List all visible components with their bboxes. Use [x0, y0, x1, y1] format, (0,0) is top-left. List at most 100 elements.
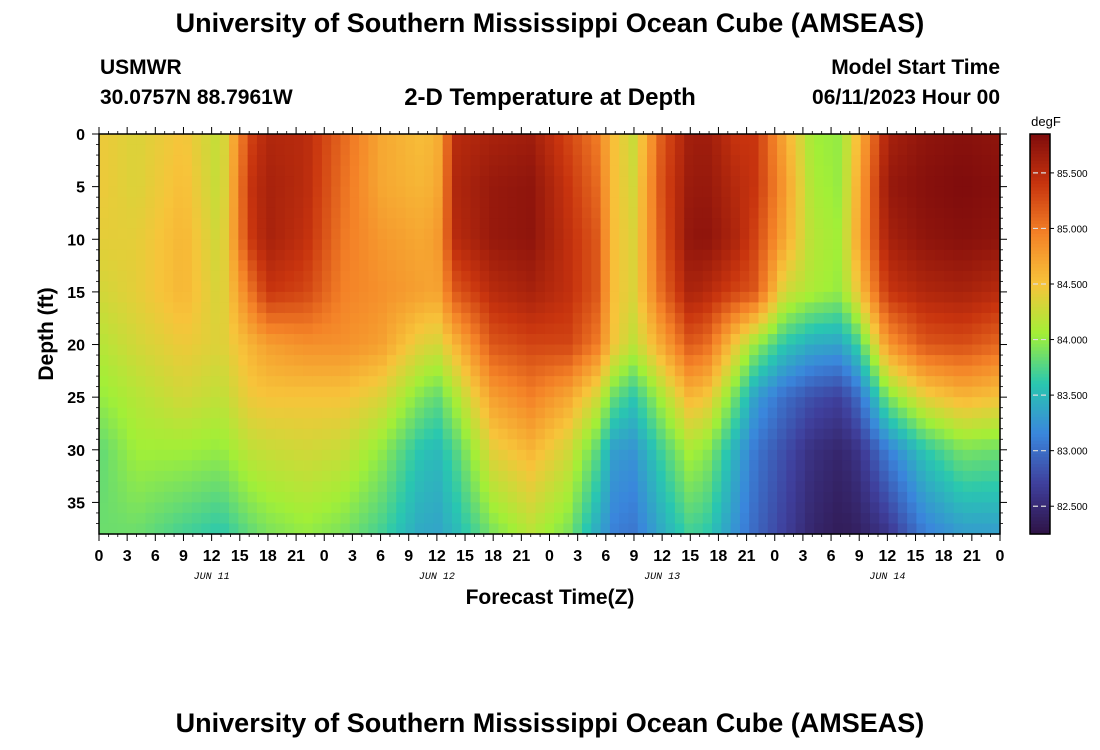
heatmap-cell — [572, 312, 583, 325]
heatmap-cell — [572, 260, 583, 272]
heatmap-cell — [684, 334, 695, 346]
heatmap-cell — [544, 228, 555, 240]
heatmap-cell — [879, 249, 890, 261]
heatmap-cell — [674, 228, 685, 240]
heatmap-cell — [702, 302, 713, 314]
heatmap-cell — [674, 291, 685, 304]
colorbar-segment — [1030, 410, 1050, 415]
heatmap-cell — [609, 260, 620, 272]
heatmap-cell — [869, 439, 880, 451]
heatmap-cell — [851, 218, 862, 230]
station-coordinates: 30.0757N 88.7961W — [100, 86, 293, 109]
heatmap-cell — [303, 512, 314, 525]
heatmap-cell — [331, 481, 342, 493]
heatmap-cell — [758, 323, 769, 335]
heatmap-cell — [674, 239, 685, 251]
x-tick-label: 0 — [320, 548, 329, 565]
heatmap-cell — [117, 523, 128, 535]
heatmap-cell — [823, 523, 834, 535]
heatmap-cell — [684, 355, 695, 367]
heatmap-cell — [665, 491, 676, 504]
heatmap-cell — [712, 491, 722, 504]
heatmap-cell — [777, 397, 787, 409]
heatmap-cell — [99, 239, 109, 251]
heatmap-cell — [972, 365, 983, 377]
heatmap-cell — [990, 134, 1001, 146]
heatmap-cell — [349, 270, 360, 282]
heatmap-cell — [860, 312, 871, 325]
heatmap-cell — [842, 365, 852, 377]
heatmap-cell — [609, 460, 620, 472]
heatmap-cell — [925, 197, 936, 209]
heatmap-cell — [312, 428, 323, 440]
heatmap-cell — [331, 260, 342, 272]
heatmap-cell — [832, 270, 843, 282]
heatmap-cell — [210, 491, 221, 504]
heatmap-cell — [99, 134, 109, 146]
heatmap-cell — [897, 249, 908, 261]
heatmap-cell — [201, 207, 212, 219]
heatmap-cell — [396, 512, 407, 525]
heatmap-cell — [433, 312, 444, 325]
heatmap-cell — [702, 460, 713, 472]
heatmap-cell — [256, 270, 267, 282]
colorbar-segment — [1030, 470, 1050, 475]
heatmap-cell — [804, 165, 815, 177]
heatmap-cell — [804, 365, 815, 377]
heatmap-cell — [832, 260, 843, 272]
heatmap-cell — [619, 334, 630, 346]
heatmap-cell — [238, 386, 249, 398]
heatmap-cell — [554, 249, 565, 261]
heatmap-cell — [507, 470, 518, 482]
heatmap-cell — [238, 439, 249, 451]
heatmap-cell — [981, 134, 992, 146]
heatmap-cell — [331, 365, 342, 377]
heatmap-cell — [582, 386, 592, 398]
heatmap-cell — [693, 165, 704, 177]
heatmap-cell — [284, 344, 295, 356]
heatmap-cell — [609, 207, 620, 219]
heatmap-cell — [907, 207, 917, 219]
heatmap-cell — [842, 502, 852, 514]
colorbar-segment — [1030, 237, 1050, 242]
heatmap-cell — [284, 207, 295, 219]
heatmap-cell — [907, 144, 917, 156]
heatmap-cell — [303, 291, 314, 304]
heatmap-cell — [126, 386, 137, 398]
heatmap-cell — [126, 460, 137, 472]
heatmap-cell — [628, 270, 639, 282]
heatmap-cell — [739, 228, 750, 240]
x-tick-label: 21 — [512, 548, 530, 565]
heatmap-cell — [916, 218, 927, 230]
heatmap-cell — [916, 165, 927, 177]
heatmap-cell — [414, 207, 425, 219]
heatmap-cell — [758, 376, 769, 388]
heatmap-cell — [944, 302, 955, 314]
heatmap-cell — [842, 355, 852, 367]
heatmap-cell — [386, 355, 397, 367]
heatmap-cell — [201, 281, 212, 293]
heatmap-cell — [284, 449, 295, 461]
heatmap-cell — [303, 491, 314, 504]
heatmap-cell — [368, 197, 379, 209]
heatmap-cell — [897, 134, 908, 146]
heatmap-cell — [600, 355, 611, 367]
heatmap-cell — [879, 228, 890, 240]
heatmap-cell — [944, 481, 955, 493]
heatmap-cell — [981, 502, 992, 514]
heatmap-cell — [117, 144, 128, 156]
heatmap-cell — [516, 523, 527, 535]
heatmap-cell — [981, 291, 992, 304]
heatmap-cell — [284, 376, 295, 388]
heatmap-cell — [256, 302, 267, 314]
heatmap-cell — [609, 386, 620, 398]
heatmap-cell — [117, 460, 128, 472]
heatmap-cell — [266, 344, 277, 356]
heatmap-cell — [749, 428, 760, 440]
heatmap-cell — [256, 460, 267, 472]
heatmap-cell — [386, 186, 397, 198]
heatmap-cell — [879, 197, 890, 209]
heatmap-cell — [554, 397, 565, 409]
heatmap-cell — [247, 502, 258, 514]
heatmap-cell — [832, 449, 843, 461]
